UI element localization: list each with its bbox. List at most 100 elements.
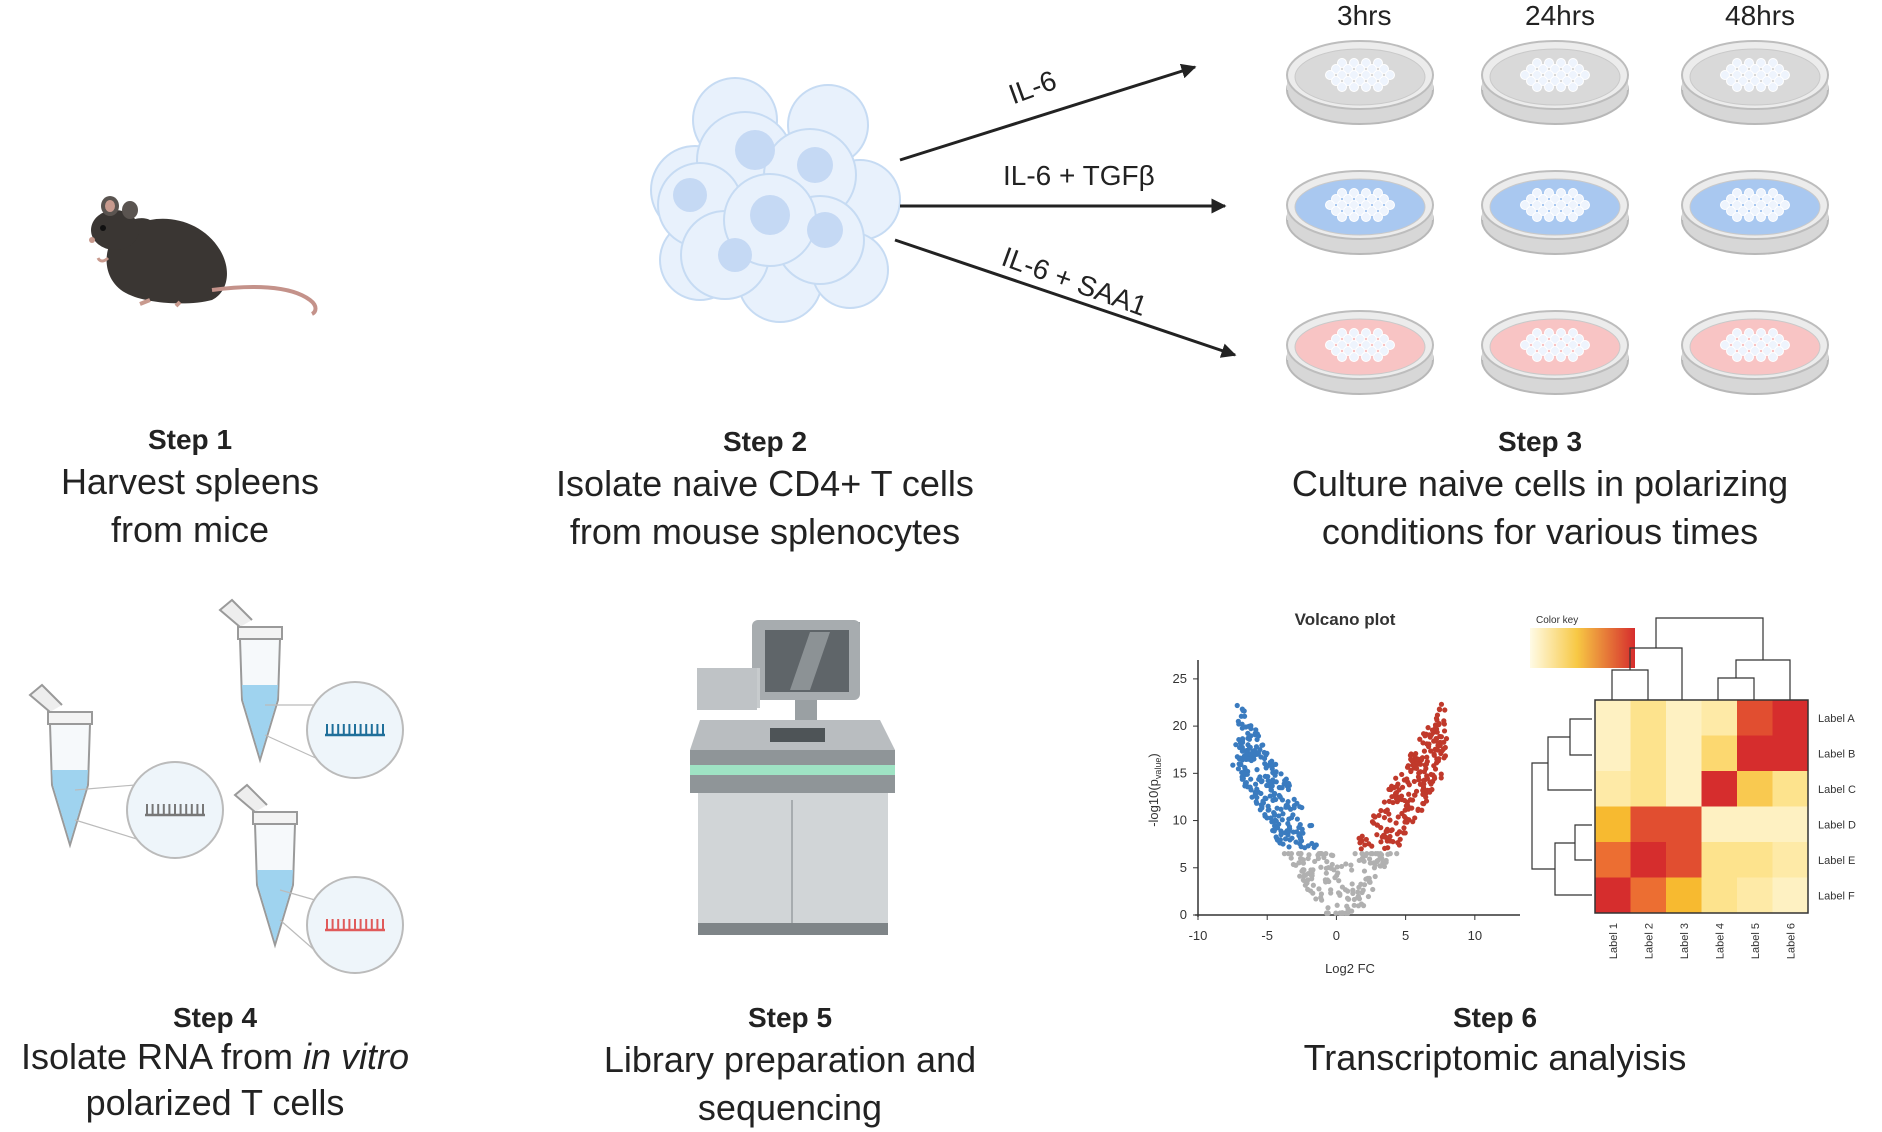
volcano-point	[1386, 811, 1392, 817]
volcano-point	[1429, 786, 1435, 793]
volcano-point	[1247, 756, 1253, 762]
volcano-point	[1291, 796, 1297, 802]
volcano-point	[1325, 905, 1331, 911]
volcano-point	[1248, 776, 1254, 782]
volcano-point	[1239, 725, 1245, 731]
volcano-point	[1330, 852, 1336, 859]
step6-title: Step 6	[1452, 1002, 1538, 1033]
volcano-point	[1261, 755, 1268, 762]
volcano-point	[1441, 728, 1448, 734]
volcano-point	[1433, 760, 1440, 766]
volcano-point	[1269, 766, 1275, 772]
volcano-point	[1394, 831, 1400, 837]
volcano-point	[1258, 790, 1264, 797]
volcano-point	[1336, 878, 1342, 884]
column-dendrogram	[1611, 617, 1791, 705]
step5-line1: Library preparation and	[603, 1039, 977, 1080]
volcano-point	[1349, 867, 1355, 873]
volcano-point	[1265, 774, 1271, 780]
volcano-point	[1276, 821, 1282, 827]
volcano-point	[1349, 908, 1355, 914]
volcano-point	[1387, 833, 1393, 840]
tube-icon	[28, 683, 224, 859]
volcano-point	[1273, 761, 1279, 767]
rna-magnifier-icon	[126, 761, 224, 859]
step4-title: Step 4	[172, 1002, 258, 1033]
step2-caption: Step 2 Isolate naive CD4+ T cells from m…	[535, 424, 995, 556]
volcano-ytick: 5	[1180, 860, 1187, 875]
heatmap-cell	[1630, 700, 1666, 736]
volcano-point	[1333, 910, 1339, 916]
petri-dish	[1286, 40, 1434, 125]
volcano-point	[1410, 762, 1416, 768]
volcano-point	[1242, 783, 1248, 789]
heatmap-row-label: Label D	[1818, 819, 1856, 831]
volcano-point	[1267, 759, 1273, 765]
volcano-point	[1284, 802, 1291, 809]
volcano-point	[1371, 865, 1378, 871]
step4-line2: polarized T cells	[85, 1082, 345, 1123]
step4-caption: Step 4 Isolate RNA from in vitro polariz…	[5, 1000, 425, 1128]
volcano-point	[1271, 790, 1278, 797]
volcano-point	[1424, 758, 1430, 765]
volcano-point	[1356, 884, 1362, 890]
timepoint-48hrs: 48hrs	[1725, 0, 1796, 31]
heatmap-cell	[1630, 806, 1666, 842]
rna-magnifier-icon	[306, 876, 404, 974]
volcano-point	[1420, 731, 1427, 737]
volcano-point	[1359, 855, 1365, 861]
heatmap-cell	[1666, 735, 1702, 771]
volcano-point	[1261, 749, 1267, 756]
heatmap-cell	[1595, 842, 1631, 878]
volcano-point	[1408, 767, 1414, 773]
volcano-point	[1419, 755, 1426, 761]
heatmap-cell	[1737, 842, 1773, 878]
volcano-point	[1386, 798, 1392, 804]
volcano-point	[1290, 812, 1296, 818]
volcano-point	[1328, 890, 1334, 896]
volcano-point	[1296, 833, 1302, 839]
volcano-point	[1278, 832, 1284, 838]
volcano-point	[1309, 840, 1315, 847]
volcano-point	[1371, 813, 1377, 819]
heatmap-col-label: Label 4	[1714, 923, 1726, 959]
volcano-point	[1438, 771, 1444, 777]
volcano-point	[1355, 893, 1362, 899]
volcano-point	[1313, 896, 1319, 902]
volcano-point	[1363, 836, 1369, 843]
volcano-point	[1335, 890, 1342, 896]
volcano-point	[1443, 736, 1450, 742]
volcano-point	[1332, 875, 1338, 881]
volcano-point	[1428, 771, 1434, 778]
volcano-point	[1234, 702, 1240, 709]
volcano-point	[1406, 782, 1412, 788]
volcano-point	[1381, 799, 1388, 805]
volcano-point	[1383, 859, 1389, 865]
volcano-point	[1434, 729, 1440, 735]
volcano-point	[1310, 882, 1316, 888]
volcano-point	[1280, 811, 1286, 817]
step6-line1: Transcriptomic analyisis	[1303, 1037, 1687, 1078]
step1-title: Step 1	[147, 424, 233, 455]
heatmap-cell	[1630, 771, 1666, 807]
volcano-point	[1420, 740, 1426, 746]
volcano-point	[1338, 910, 1345, 916]
step5-caption: Step 5 Library preparation and sequencin…	[580, 1000, 1000, 1132]
heatmap-cell	[1701, 771, 1737, 807]
volcano-point	[1397, 836, 1403, 842]
volcano-point	[1413, 765, 1420, 772]
petri-dish	[1681, 310, 1829, 395]
volcano-ylabel-main: -log10(p	[1146, 779, 1161, 827]
volcano-point	[1344, 895, 1351, 901]
volcano-point	[1417, 761, 1424, 767]
volcano-point	[1302, 845, 1308, 851]
volcano-point	[1286, 824, 1293, 830]
tube-group	[28, 598, 404, 974]
volcano-point	[1278, 828, 1284, 834]
heatmap-cell	[1666, 806, 1702, 842]
volcano-point	[1359, 851, 1365, 857]
volcano-point	[1428, 748, 1434, 754]
heatmap-cell	[1666, 771, 1702, 807]
volcano-point	[1438, 775, 1444, 781]
volcano-point	[1279, 817, 1285, 823]
